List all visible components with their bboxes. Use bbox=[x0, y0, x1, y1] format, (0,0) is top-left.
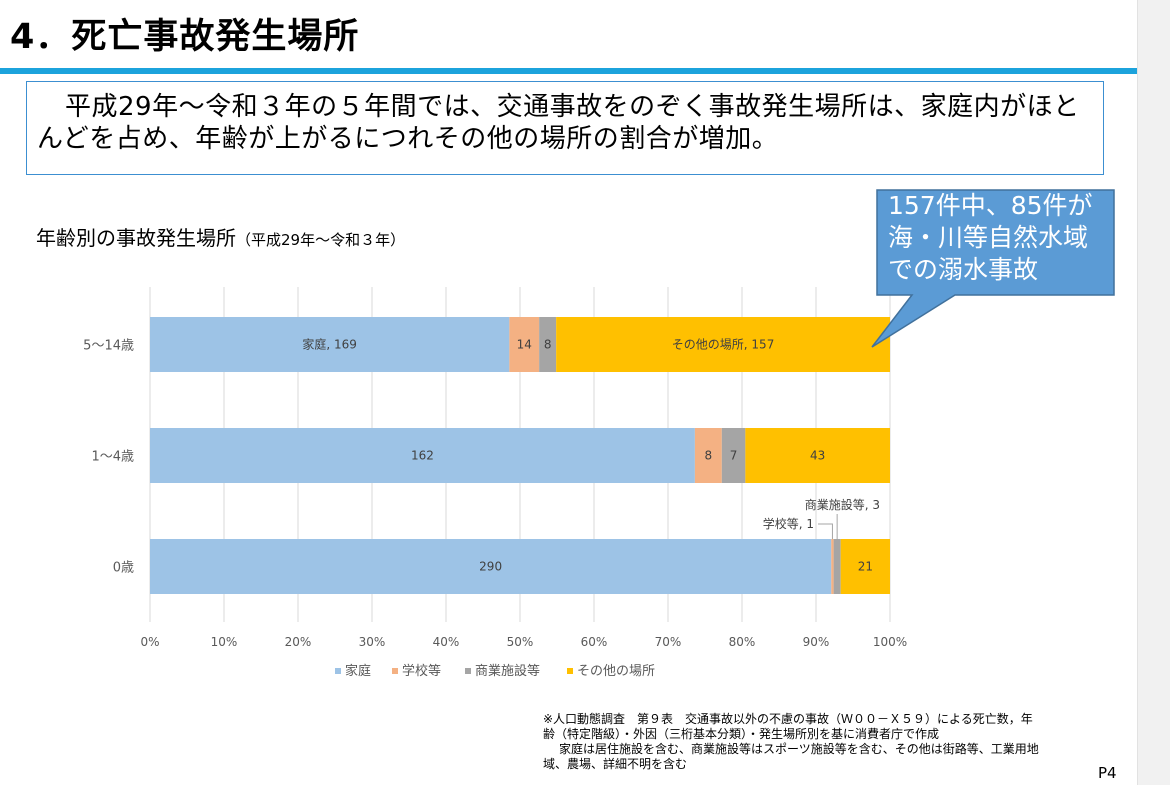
bar-segment bbox=[840, 539, 890, 594]
footnote: ※人口動態調査 第９表 交通事故以外の不慮の事故（Ｗ００－Ｘ５９）による死亡数，… bbox=[543, 712, 1091, 772]
data-label: 7 bbox=[730, 449, 738, 463]
legend-label: その他の場所 bbox=[577, 664, 655, 679]
data-label: 14 bbox=[517, 338, 532, 352]
bar-segment bbox=[509, 317, 540, 372]
x-tick-label: 30% bbox=[359, 635, 386, 649]
page-title: 4．死亡事故発生場所 bbox=[10, 17, 360, 57]
leader-line bbox=[818, 523, 833, 539]
bar-segment bbox=[833, 539, 841, 594]
footnote-line: 家庭は居住施設を含む、商業施設等はスポーツ施設等を含む、その他は街路等、工業用地 bbox=[559, 742, 1039, 756]
x-tick-label: 80% bbox=[729, 635, 756, 649]
x-tick-label: 60% bbox=[581, 635, 608, 649]
data-label: その他の場所, 157 bbox=[672, 338, 775, 352]
data-label: 家庭, 169 bbox=[302, 337, 357, 352]
x-tick-label: 0% bbox=[140, 635, 159, 649]
data-label: 290 bbox=[479, 560, 502, 574]
data-label: 8 bbox=[705, 449, 713, 463]
x-tick-label: 20% bbox=[285, 635, 312, 649]
footnote-line: 域、農場、詳細不明を含む bbox=[543, 757, 688, 771]
bar-segment bbox=[745, 428, 890, 483]
summary-box: 平成29年～令和３年の５年間では、交通事故をのぞく事故発生場所は、家庭内がほとん… bbox=[26, 81, 1104, 175]
bar-segment bbox=[150, 317, 510, 372]
callout-shape bbox=[871, 189, 1115, 348]
callout-text: 157件中、85件が 海・川等自然水域 での溺水事故 bbox=[888, 191, 1093, 284]
bar-segment bbox=[556, 317, 890, 372]
data-label: 162 bbox=[411, 449, 434, 463]
bar-segment bbox=[721, 428, 746, 483]
legend-swatch bbox=[392, 668, 398, 674]
legend-swatch bbox=[567, 668, 573, 674]
chart-subtitle: （平成29年～令和３年） bbox=[236, 231, 406, 249]
stacked-bar-chart: 0% 10% 20% 30% 40% 50% 60% 70% 80% 90% 100% 家庭, 169… bbox=[83, 287, 907, 679]
legend-label: 学校等 bbox=[402, 663, 441, 679]
slide: 4．死亡事故発生場所 平成29年～令和３年の５年間では、交通事故をのぞく事故発生… bbox=[0, 17, 1137, 782]
bar-segment bbox=[150, 428, 695, 483]
x-tick-label: 70% bbox=[655, 635, 682, 649]
footnote-line: ※人口動態調査 第９表 交通事故以外の不慮の事故（Ｗ００－Ｘ５９）による死亡数，… bbox=[543, 712, 1033, 726]
annotation-label: 商業施設等, 3 bbox=[805, 497, 880, 512]
category-label: 1～4歳 bbox=[91, 450, 134, 465]
legend-label: 家庭 bbox=[345, 663, 371, 679]
chart-title-text: 年齢別の事故発生場所 bbox=[36, 226, 236, 250]
legend-swatch bbox=[335, 668, 341, 674]
x-tick-label: 10% bbox=[211, 635, 238, 649]
legend-swatch bbox=[465, 668, 471, 674]
bar-segment bbox=[831, 539, 834, 594]
data-label: 8 bbox=[544, 338, 552, 352]
chart-title: 年齢別の事故発生場所（平成29年～令和３年） bbox=[36, 222, 405, 251]
title-divider bbox=[0, 68, 1137, 74]
x-tick-label: 50% bbox=[507, 635, 534, 649]
data-label: 21 bbox=[858, 560, 873, 574]
data-label: 43 bbox=[810, 449, 825, 463]
x-tick-label: 100% bbox=[873, 635, 907, 649]
annotation-label: 学校等, 1 bbox=[763, 516, 814, 531]
footnote-line: 齢（特定階級）・外因（三桁基本分類）・発生場所別を基に消費者庁で作成 bbox=[543, 727, 940, 741]
bar-segment bbox=[694, 428, 722, 483]
category-label: 0歳 bbox=[113, 561, 134, 576]
category-label: 5～14歳 bbox=[83, 339, 134, 354]
legend-label: 商業施設等 bbox=[475, 663, 540, 679]
summary-text: 平成29年～令和３年の５年間では、交通事故をのぞく事故発生場所は、家庭内がほとん… bbox=[37, 92, 1080, 154]
x-tick-label: 90% bbox=[803, 635, 830, 649]
x-tick-label: 40% bbox=[433, 635, 460, 649]
vertical-scrollbar[interactable] bbox=[1137, 0, 1170, 785]
bar-segment bbox=[150, 539, 832, 594]
bar-segment bbox=[539, 317, 557, 372]
page-number: P4 bbox=[1098, 764, 1117, 782]
